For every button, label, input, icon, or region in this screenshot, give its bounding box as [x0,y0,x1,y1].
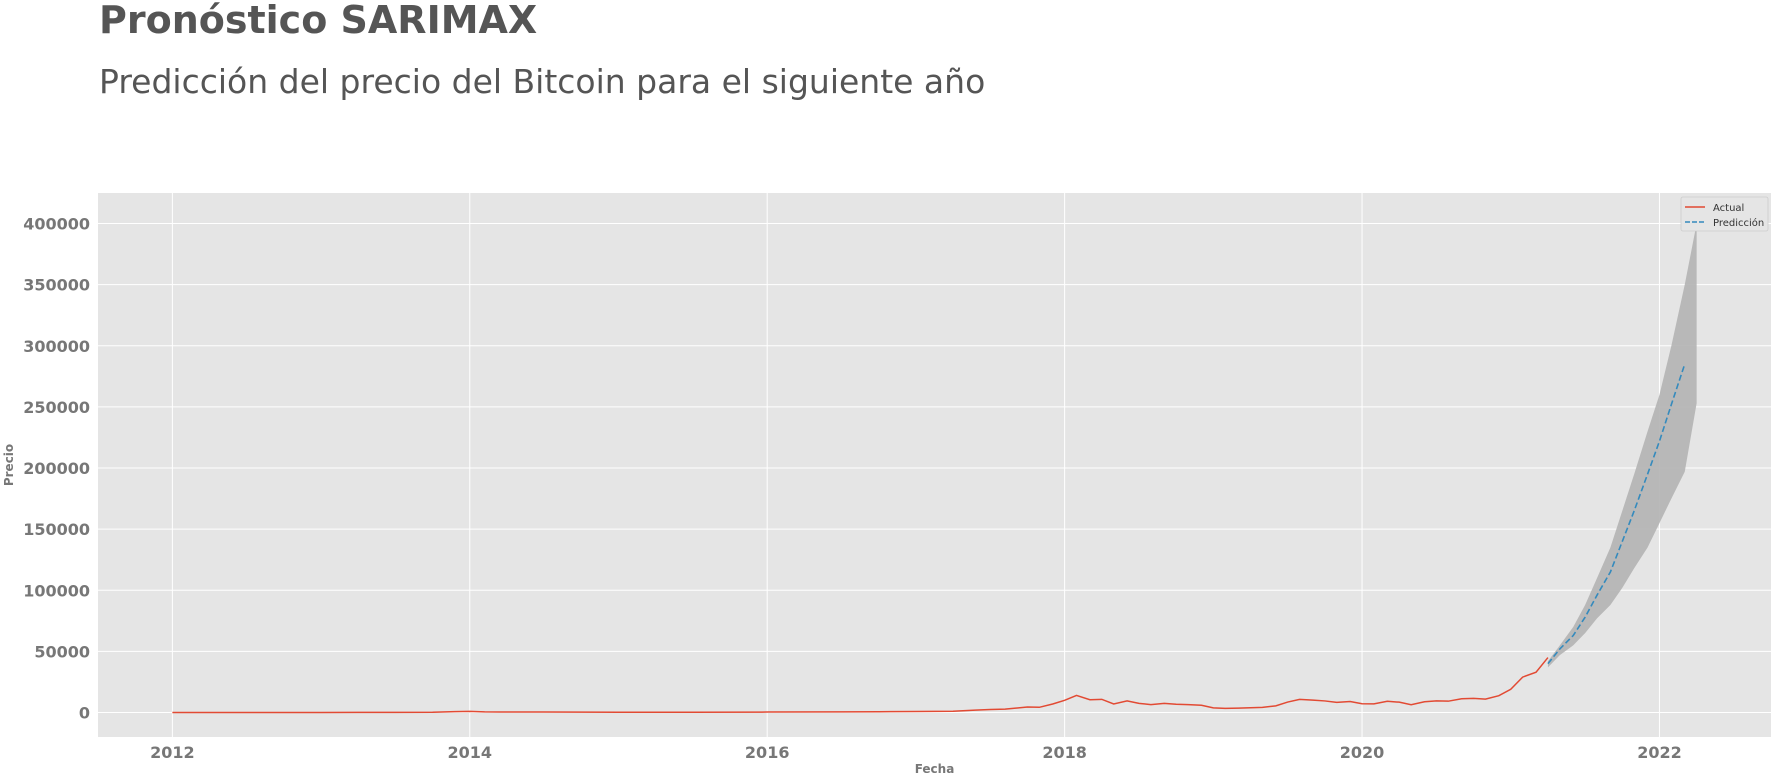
chart-subtitle: Predicción del precio del Bitcoin para e… [99,62,986,101]
chart-title: Pronóstico SARIMAX [99,0,538,42]
x-axis-ticks: 2012 2014 2016 2018 2020 2022 [150,743,1682,762]
x-tick-label: 2018 [1042,743,1087,762]
y-tick-label: 0 [79,704,90,723]
x-tick-label: 2020 [1340,743,1385,762]
y-tick-label: 200000 [23,459,90,478]
y-tick-label: 100000 [23,581,90,600]
legend: Actual Predicción [1680,196,1769,232]
series-prediction-line [1547,363,1686,665]
legend-label-actual: Actual [1713,203,1744,214]
y-tick-label: 400000 [23,215,90,234]
legend-label-prediction: Predicción [1713,217,1764,229]
y-tick-label: 300000 [23,337,90,356]
y-axis-label: Precio [2,444,16,486]
y-tick-label: 50000 [34,642,90,661]
x-tick-label: 2022 [1637,743,1682,762]
x-tick-label: 2014 [448,743,493,762]
series-lines [172,363,1686,714]
y-tick-label: 250000 [23,398,90,417]
x-tick-label: 2016 [745,743,790,762]
plot-area [98,193,1771,737]
y-axis-ticks: 0 50000 100000 150000 200000 250000 300000 3500… [23,215,90,723]
y-tick-label: 350000 [23,276,90,295]
confidence-band [1547,223,1697,668]
confidence-interval-area [1547,223,1697,668]
y-tick-label: 150000 [23,520,90,539]
grid-lines [98,193,1771,737]
series-actual-line [172,657,1549,714]
x-tick-label: 2012 [150,743,195,762]
x-axis-label: Fecha [915,762,955,776]
